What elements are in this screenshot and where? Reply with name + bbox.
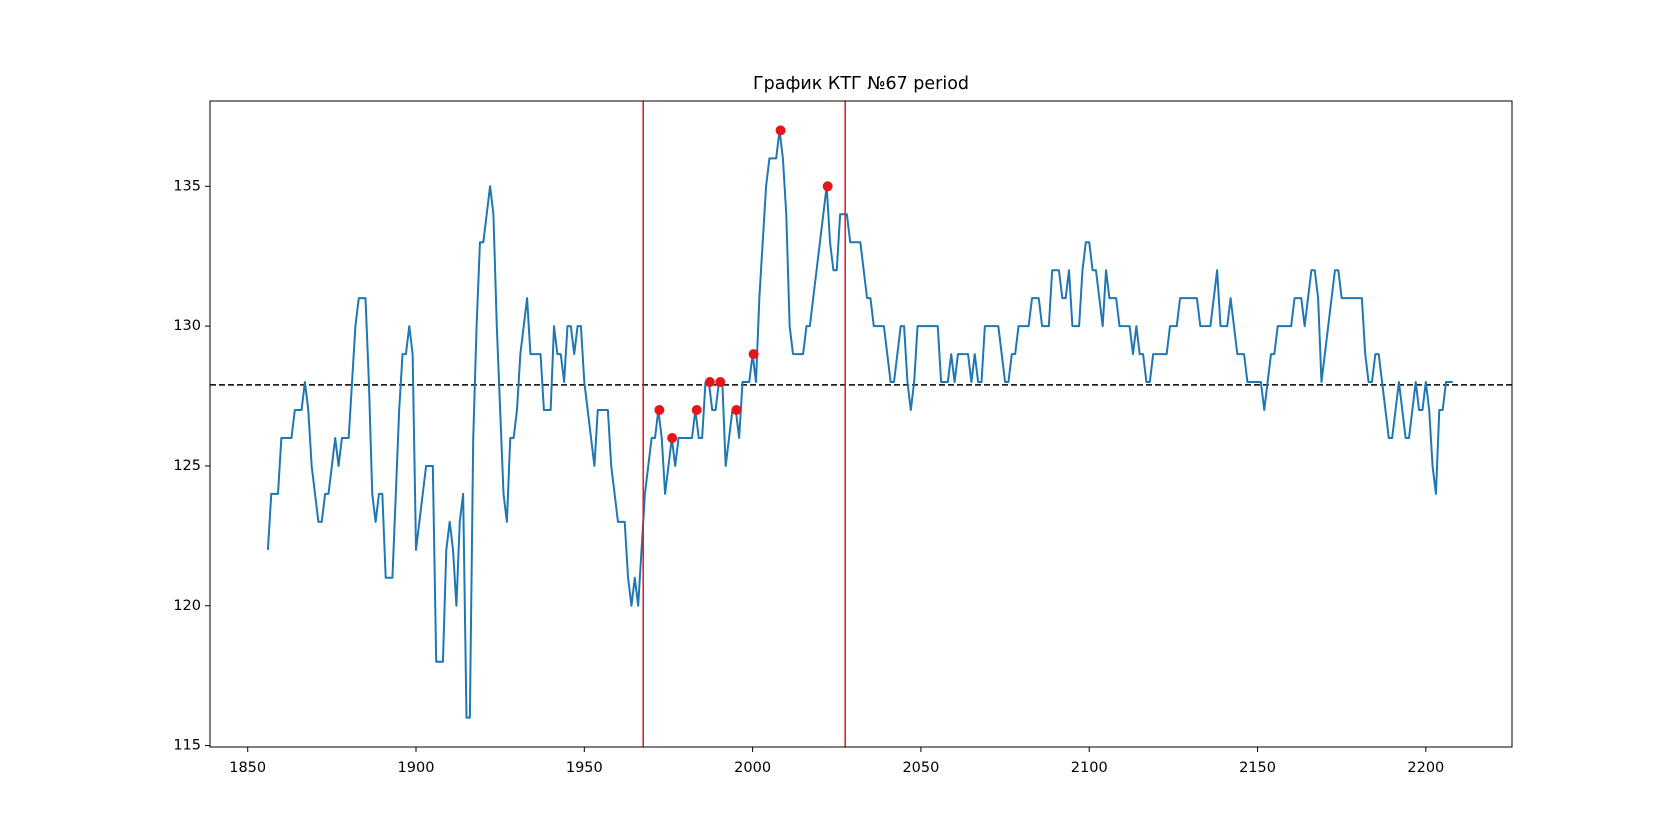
plot-area — [210, 101, 1512, 747]
data-line — [266, 129, 1453, 719]
marker-point — [822, 181, 833, 192]
y-tick-label: 125 — [173, 458, 201, 474]
x-tick-label: 2150 — [1239, 760, 1276, 776]
y-tick-label: 115 — [173, 738, 201, 754]
marker-point — [691, 405, 702, 416]
x-tick-label: 1900 — [398, 760, 435, 776]
marker-point — [715, 377, 726, 388]
x-tick-label: 2100 — [1071, 760, 1108, 776]
marker-point — [748, 349, 759, 360]
y-tick-label: 120 — [173, 598, 201, 614]
marker-point — [775, 125, 786, 136]
marker-point — [731, 405, 742, 416]
x-tick-label: 2050 — [902, 760, 939, 776]
x-tick-label: 2000 — [734, 760, 771, 776]
y-tick-label: 135 — [173, 178, 201, 194]
y-tick-label: 130 — [173, 318, 201, 334]
chart-title: График КТГ №67 period — [753, 74, 969, 94]
marker-point — [667, 432, 678, 443]
x-tick-label: 1950 — [566, 760, 603, 776]
axes-frame — [209, 100, 1513, 748]
marker-point — [704, 377, 715, 388]
x-tick-label: 1850 — [229, 760, 266, 776]
marker-point — [654, 405, 665, 416]
x-tick-label: 2200 — [1407, 760, 1444, 776]
